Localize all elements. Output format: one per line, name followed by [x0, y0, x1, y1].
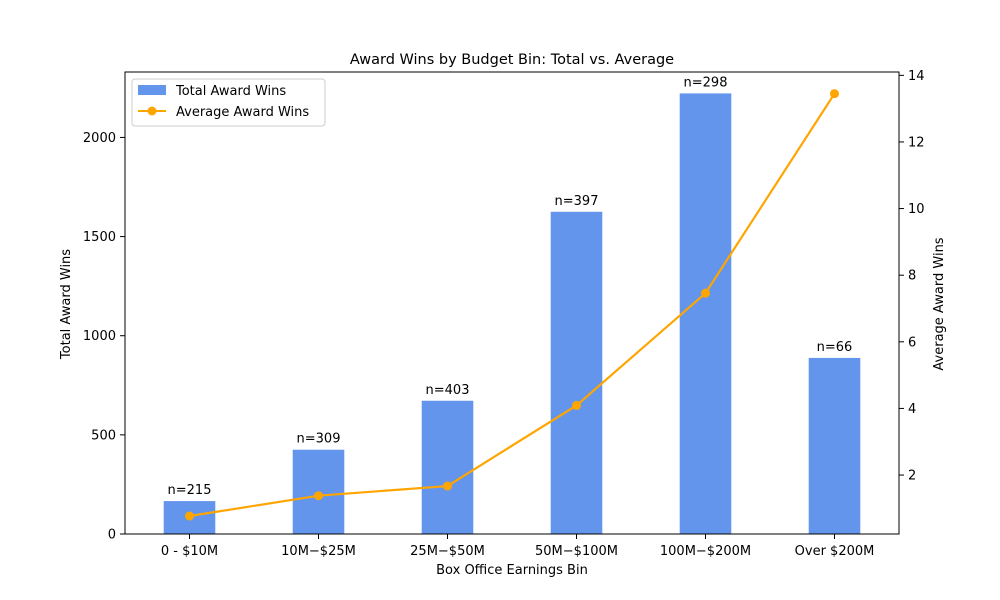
y-tick-label-3: 1500 — [83, 230, 116, 245]
bar-annotation-5: n=66 — [817, 340, 853, 355]
bar-annotation-2: n=403 — [426, 383, 470, 398]
y-axis-label: Total Award Wins — [59, 249, 74, 360]
y-tick-label-0: 0 — [108, 528, 116, 543]
y2-tick-label-0: 2 — [908, 469, 916, 484]
average-point-4 — [701, 288, 710, 298]
chart-title: Award Wins by Budget Bin: Total vs. Aver… — [350, 52, 674, 68]
bars-layer — [163, 93, 861, 535]
y2-tick-label-5: 12 — [908, 135, 925, 150]
x-axis-label: Box Office Earnings Bin — [436, 563, 588, 578]
x-tick-label-2: 25M−$50M — [410, 544, 485, 559]
legend: Total Award Wins Average Award Wins — [131, 78, 326, 127]
bar-total-4 — [679, 93, 732, 535]
x-tick-label-3: 50M−$100M — [535, 544, 618, 559]
bar-annotation-4: n=298 — [684, 75, 728, 90]
legend-box — [131, 78, 326, 127]
average-point-0 — [185, 511, 194, 521]
y2-tick-label-6: 14 — [908, 69, 925, 84]
y-axis-right: 2 4 6 8 10 12 14 — [899, 69, 925, 484]
y-tick-label-1: 500 — [91, 428, 116, 443]
legend-swatch-average-marker — [147, 106, 157, 116]
y2-tick-label-2: 6 — [908, 335, 916, 350]
y-tick-label-2: 1000 — [83, 329, 116, 344]
y-axis-left: 0 500 1000 1500 2000 — [83, 131, 125, 543]
bar-annotation-0: n=215 — [168, 483, 212, 498]
bar-annotation-3: n=397 — [555, 194, 599, 209]
legend-label-average: Average Award Wins — [176, 105, 309, 120]
x-tick-label-4: 100M−$200M — [660, 544, 751, 559]
y2-axis-label: Average Award Wins — [932, 237, 947, 370]
legend-swatch-total — [138, 85, 166, 95]
bar-total-2 — [421, 400, 474, 534]
y2-tick-label-4: 10 — [908, 202, 925, 217]
legend-label-total: Total Award Wins — [175, 84, 286, 99]
bar-annotation-1: n=309 — [297, 432, 341, 447]
y2-tick-label-1: 4 — [908, 402, 916, 417]
average-line — [189, 93, 836, 518]
y-tick-label-4: 2000 — [83, 131, 116, 146]
average-point-5 — [830, 89, 839, 99]
x-axis: 0 - $10M 10M−$25M 25M−$50M 50M−$100M 100M−$2… — [161, 534, 874, 559]
average-point-3 — [572, 400, 581, 410]
bar-annotations: n=215 n=309 n=403 n=397 n=298 n=66 — [168, 75, 853, 498]
bar-total-3 — [550, 211, 603, 534]
average-line-layer — [185, 89, 839, 521]
average-point-2 — [443, 481, 452, 491]
y2-tick-label-3: 8 — [908, 269, 916, 284]
x-tick-label-1: 10M−$25M — [281, 544, 356, 559]
x-tick-label-0: 0 - $10M — [161, 544, 218, 559]
x-tick-label-5: Over $200M — [795, 544, 875, 559]
plot-frame — [124, 71, 900, 535]
bar-total-5 — [808, 357, 861, 534]
average-point-1 — [314, 491, 323, 501]
